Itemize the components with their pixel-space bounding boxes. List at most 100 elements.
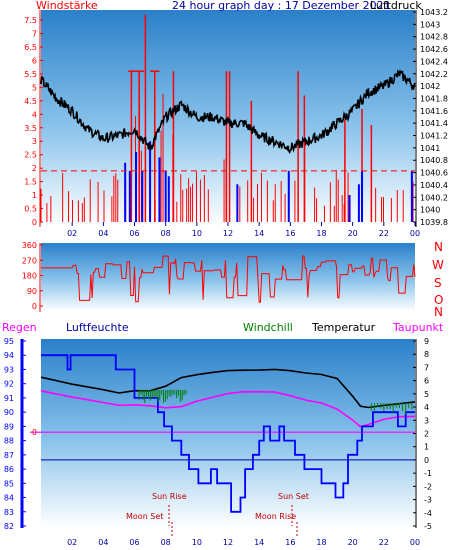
- wind-x-tick-label: 08: [161, 229, 171, 238]
- climate-x-tick-label: 00: [410, 538, 420, 547]
- wind-x-tick-label: 14: [254, 229, 264, 238]
- direction-panel-bg: [41, 243, 415, 311]
- wind-x-tick-label: 16: [285, 229, 295, 238]
- pressure-y-tick-label: 1040.8: [420, 156, 448, 165]
- wind-x-tick-label: 04: [98, 229, 108, 238]
- wind-y-tick-label: 4.5: [24, 97, 37, 106]
- wind-x-tick-label: 20: [348, 229, 358, 238]
- humidity-y-tick-label: 91: [4, 394, 14, 403]
- pressure-y-tick-label: 1041.6: [420, 107, 448, 116]
- sun-rise-label: Sun Rise: [152, 492, 187, 501]
- humidity-y-tick-label: 87: [4, 451, 14, 460]
- climate-x-tick-label: 02: [67, 538, 77, 547]
- climate-x-tick-label: 20: [348, 538, 358, 547]
- header-left-label: Windstärke: [36, 0, 98, 12]
- wind-y-tick-label: 3.5: [24, 124, 37, 133]
- humidity-y-tick-label: 82: [4, 522, 14, 531]
- temperature-y-tick-label: -2: [424, 482, 432, 491]
- wind-y-tick-label: 0.5: [24, 205, 37, 214]
- wind-x-tick-label: 18: [316, 229, 326, 238]
- humidity-y-tick-label: 89: [4, 422, 14, 431]
- wind-x-tick-label: 00: [410, 229, 420, 238]
- wind-x-tick-label: 02: [67, 229, 77, 238]
- wind-y-tick-label: 3: [32, 137, 37, 146]
- legend-windchill: Windchill: [243, 321, 293, 334]
- temperature-y-tick-label: 0: [424, 456, 429, 465]
- humidity-y-tick-label: 85: [4, 479, 14, 488]
- temperature-y-tick-label: 9: [424, 337, 429, 346]
- humidity-y-tick-label: 92: [4, 380, 14, 389]
- temperature-y-tick-label: -5: [424, 522, 432, 531]
- wind-y-tick-label: 7.5: [24, 16, 37, 25]
- header-right-label: Luftdruck: [370, 0, 422, 12]
- humidity-y-tick-label: 88: [4, 437, 14, 446]
- pressure-y-tick-label: 1042.6: [420, 45, 448, 54]
- sun-set-label: Sun Set: [278, 492, 309, 501]
- wind-x-tick-label: 22: [379, 229, 389, 238]
- wind-x-tick-label: 06: [129, 229, 139, 238]
- pressure-y-tick-label: 1041: [420, 144, 440, 153]
- wind-y-tick-label: 6.5: [24, 43, 37, 52]
- pressure-y-tick-label: 1040.4: [420, 181, 448, 190]
- climate-x-tick-label: 22: [379, 538, 389, 547]
- humidity-y-tick-label: 86: [4, 465, 14, 474]
- direction-label-o: O: [434, 293, 443, 307]
- humidity-line: [41, 354, 415, 513]
- pressure-y-tick-label: 1043.2: [420, 8, 448, 17]
- direction-label-w: W: [432, 258, 444, 272]
- humidity-y-tick-label: 90: [4, 408, 14, 417]
- temperature-line: [40, 368, 416, 409]
- pressure-line: [40, 69, 416, 155]
- climate-x-tick-label: 18: [316, 538, 326, 547]
- temperature-y-tick-label: 8: [424, 350, 429, 359]
- temperature-y-tick-label: -1: [424, 469, 432, 478]
- pressure-y-tick-label: 1039.8: [420, 218, 448, 227]
- pressure-y-tick-label: 1040.2: [420, 193, 448, 202]
- direction-label-s: S: [434, 276, 442, 290]
- direction-label-n-bottom: N: [434, 305, 443, 319]
- wind-y-tick-label: 1.5: [24, 178, 37, 187]
- climate-x-tick-label: 06: [129, 538, 139, 547]
- humidity-y-tick-label: 83: [4, 508, 14, 517]
- pressure-y-tick-label: 1042: [420, 82, 440, 91]
- header-title: 24 hour graph day : 17 Dezember 2021: [172, 0, 391, 12]
- temperature-y-tick-label: -4: [424, 509, 432, 518]
- wind-y-tick-label: 2: [32, 164, 37, 173]
- pressure-y-tick-label: 1040.6: [420, 169, 448, 178]
- direction-y-tick-label: 180: [22, 272, 37, 281]
- legend-luftfeuchte: Luftfeuchte: [66, 321, 129, 334]
- pressure-y-tick-label: 1041.8: [420, 94, 448, 103]
- humidity-y-tick-label: 94: [4, 351, 14, 360]
- pressure-y-tick-label: 1042.4: [420, 57, 448, 66]
- temperature-y-tick-label: -3: [424, 496, 432, 505]
- pressure-y-tick-label: 1041.2: [420, 132, 448, 141]
- legend-taupunkt: Taupunkt: [392, 321, 444, 334]
- wind-y-tick-label: 5: [32, 83, 37, 92]
- pressure-y-tick-label: 1042.2: [420, 70, 448, 79]
- wind-y-tick-label: 5.5: [24, 70, 37, 79]
- wind-y-tick-label: 2.5: [24, 151, 37, 160]
- temperature-y-tick-label: 3: [424, 416, 429, 425]
- direction-y-tick-label: 90: [27, 287, 37, 296]
- climate-panel-bg: [41, 339, 415, 527]
- climate-x-tick-label: 04: [98, 538, 108, 547]
- temperature-y-tick-label: 7: [424, 363, 429, 372]
- direction-y-tick-label: 270: [22, 256, 37, 265]
- wind-x-tick-label: 10: [192, 229, 202, 238]
- climate-x-tick-label: 12: [223, 538, 233, 547]
- direction-y-tick-label: 0: [32, 302, 37, 311]
- wind-y-tick-label: 4: [32, 110, 37, 119]
- climate-x-tick-label: 08: [161, 538, 171, 547]
- wind-y-tick-label: 0: [32, 218, 37, 227]
- climate-x-tick-label: 10: [192, 538, 202, 547]
- temperature-y-tick-label: 6: [424, 377, 429, 386]
- wind-y-tick-label: 6: [32, 56, 37, 65]
- direction-label-n-top: N: [434, 240, 443, 254]
- temperature-y-tick-label: 4: [424, 403, 429, 412]
- pressure-y-tick-label: 1041.4: [420, 119, 448, 128]
- humidity-y-tick-label: 93: [4, 365, 14, 374]
- moon-set-label: Moon Set: [126, 512, 163, 521]
- moon-rise-label: Moon Rise: [255, 512, 296, 521]
- wind-x-tick-label: 12: [223, 229, 233, 238]
- pressure-y-tick-label: 1042.8: [420, 33, 448, 42]
